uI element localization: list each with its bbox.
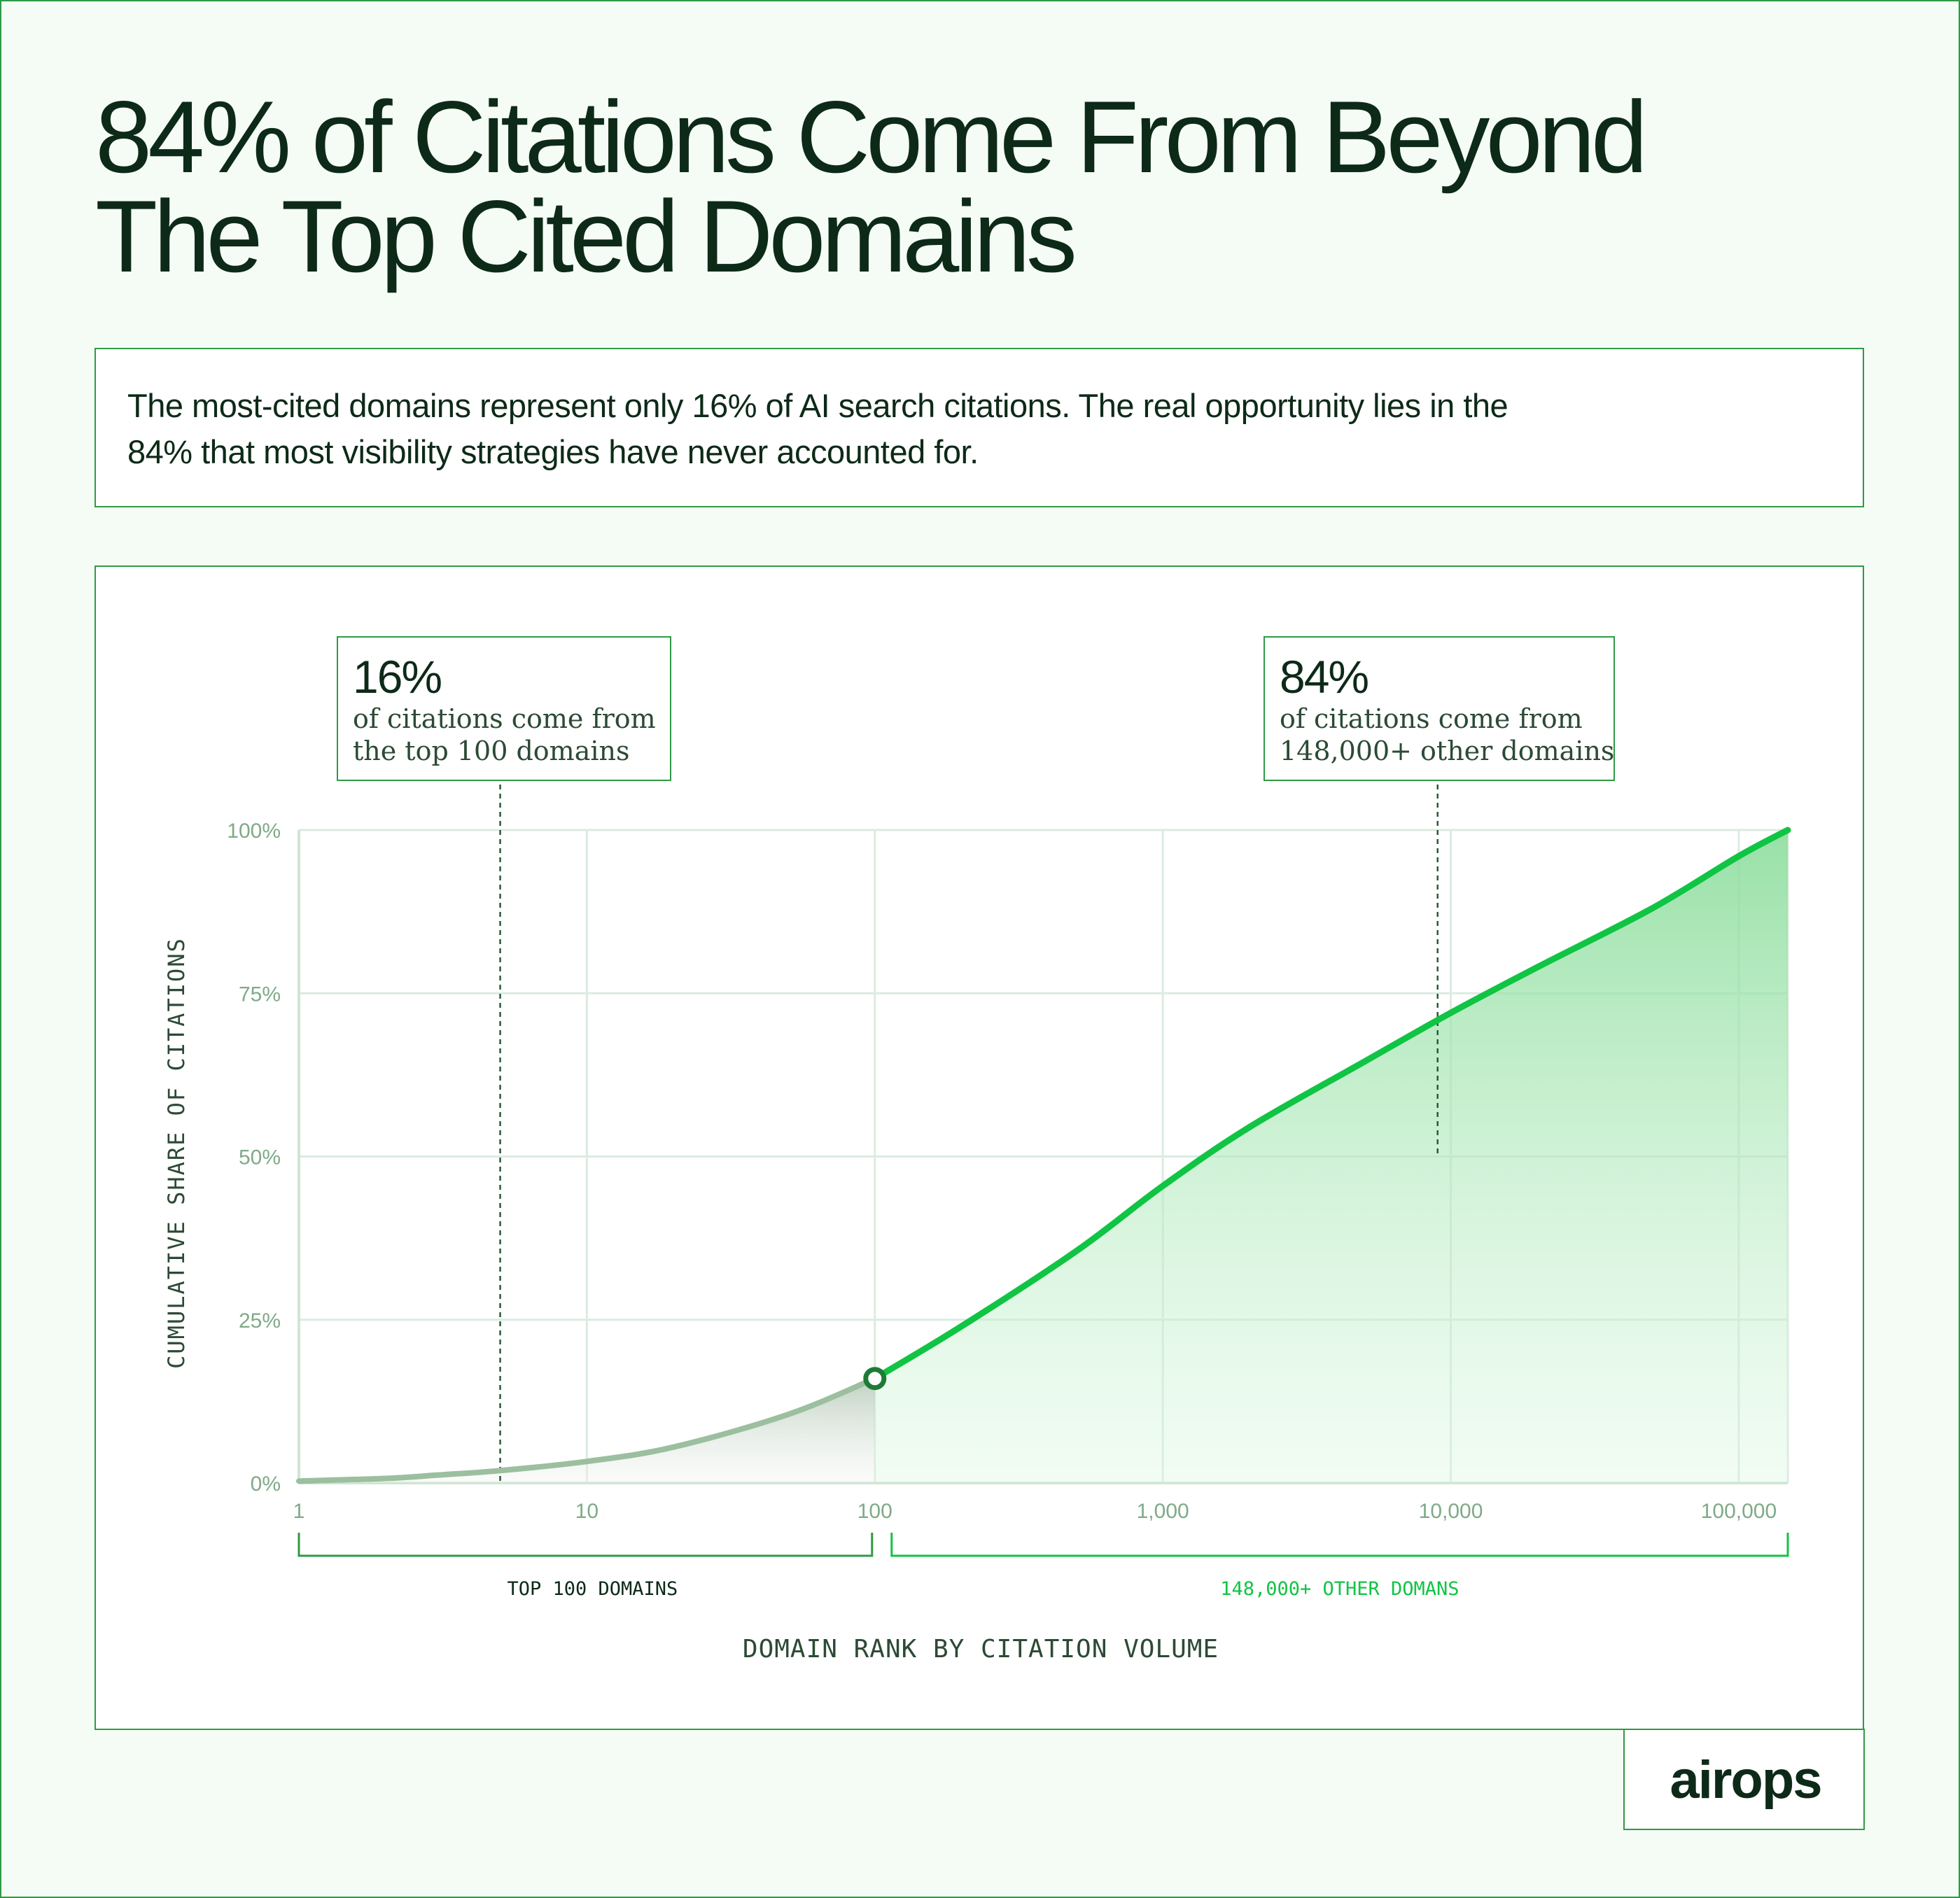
y-tick-label: 25%	[239, 1309, 281, 1333]
x-tick-label: 1	[293, 1500, 305, 1523]
y-tick-label: 100%	[227, 820, 281, 843]
x-tick-label: 100,000	[1701, 1500, 1777, 1523]
bracket-label-top-100: TOP 100 DOMAINS	[507, 1578, 678, 1600]
bracket-label-other-domains: 148,000+ OTHER DOMANS	[1220, 1578, 1459, 1600]
callout-box	[1264, 636, 1615, 781]
callout-value: 16%	[353, 651, 441, 703]
series-line-other	[872, 827, 1791, 1382]
x-axis-label: DOMAIN RANK BY CITATION VOLUME	[743, 1635, 1219, 1664]
title-line-1: 84% of Citations Come From Beyond	[95, 80, 1648, 194]
area-other	[874, 830, 1788, 1483]
page-title: 84% of Citations Come From Beyond The To…	[95, 80, 1845, 293]
y-axis-label: CUMULATIVE SHARE OF CITATIONS	[163, 937, 190, 1369]
y-tick-label: 50%	[239, 1146, 281, 1169]
series-line-top	[296, 1375, 878, 1484]
title-line-2: The Top Cited Domains	[95, 179, 1077, 293]
callout-text: of citations come from	[1280, 703, 1583, 734]
chart-container: 0% 25% 50% 75% 100% 1 10 100 1,000 10,000 100,000 1…	[94, 565, 1864, 1730]
airops-logo: airops	[1670, 1750, 1822, 1810]
description-text: The most-cited domains represent only 16…	[127, 383, 1807, 475]
bracket-top-100	[298, 1533, 874, 1557]
description-line-1: The most-cited domains represent only 16…	[127, 387, 1508, 424]
description-box: The most-cited domains represent only 16…	[94, 348, 1864, 507]
logo-box: airops	[1623, 1729, 1865, 1830]
callout-text: 148,000+ other domains	[1280, 736, 1614, 766]
description-line-2: 84% that most visibility strategies have…	[127, 433, 979, 470]
x-tick-label: 10	[575, 1500, 598, 1523]
bracket-other-domains	[890, 1533, 1789, 1557]
y-tick-label: 0%	[251, 1472, 281, 1496]
callout-text: the top 100 domains	[353, 736, 630, 766]
callout-text: of citations come from	[353, 703, 656, 734]
x-tick-label: 10,000	[1419, 1500, 1483, 1523]
area-top	[299, 1378, 875, 1483]
citation-chart: 0% 25% 50% 75% 100% 1 10 100 1,000 10,000 100,000 1…	[163, 636, 1791, 1664]
callout-box	[337, 636, 671, 781]
y-tick-label: 75%	[239, 983, 281, 1006]
x-tick-label: 100	[858, 1500, 892, 1523]
callout-value: 84%	[1280, 651, 1368, 703]
highlight-point	[863, 1367, 887, 1391]
x-tick-label: 1,000	[1137, 1500, 1189, 1523]
